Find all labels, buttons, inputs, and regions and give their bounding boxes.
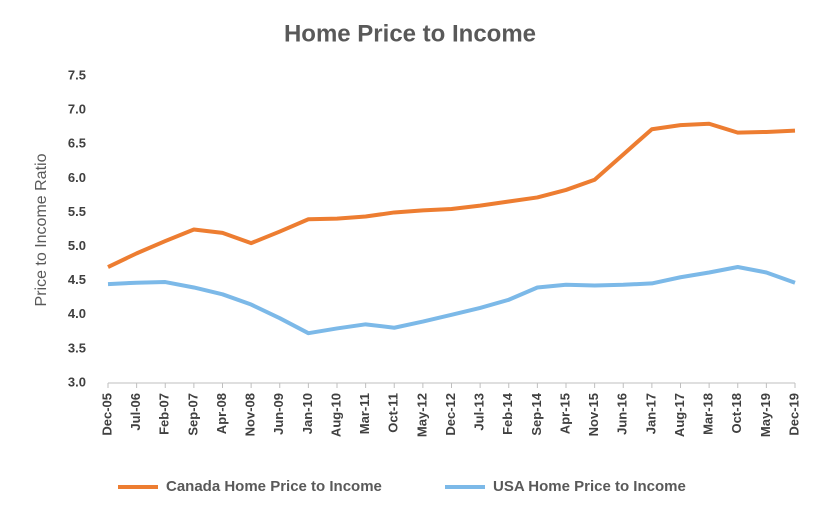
- y-tick-label: 7.5: [68, 67, 86, 82]
- x-tick-label: Aug-17: [672, 393, 687, 437]
- x-tick-label: Mar-11: [357, 393, 372, 434]
- x-tick-label: Nov-08: [243, 393, 258, 436]
- x-tick-label: Apr-08: [214, 393, 229, 434]
- series-line: [107, 265, 796, 336]
- chart-title: Home Price to Income: [284, 20, 536, 47]
- y-tick-label: 6.5: [68, 136, 86, 151]
- y-axis-label: Price to Income Ratio: [33, 153, 50, 306]
- x-tick-label: Jul-13: [472, 393, 487, 431]
- y-tick-label: 3.5: [68, 340, 86, 355]
- x-tick-label: Oct-18: [729, 393, 744, 433]
- x-tick-label: May-12: [414, 393, 429, 437]
- legend-label: Canada Home Price to Income: [166, 478, 382, 495]
- y-tick-label: 3.0: [68, 374, 86, 389]
- x-tick-label: Dec-05: [99, 393, 114, 436]
- y-tick-label: 5.5: [68, 204, 86, 219]
- x-tick-label: May-19: [758, 393, 773, 437]
- x-tick-label: Mar-18: [701, 393, 716, 435]
- y-tick-label: 4.5: [68, 272, 86, 287]
- x-tick-label: Nov-15: [586, 393, 601, 436]
- y-tick-label: 6.0: [68, 170, 86, 185]
- series-line: [107, 121, 796, 269]
- y-tick-label: 5.0: [68, 238, 86, 253]
- x-tick-label: Sep-07: [185, 393, 200, 436]
- x-tick-label: Feb-07: [157, 393, 172, 435]
- x-tick-label: Jan-17: [643, 393, 658, 434]
- x-tick-label: Dec-19: [786, 393, 801, 436]
- y-tick-label: 7.0: [68, 102, 86, 117]
- x-tick-label: Jul-06: [128, 393, 143, 431]
- x-tick-label: Oct-11: [386, 393, 401, 433]
- x-tick-label: Apr-15: [557, 393, 572, 434]
- y-tick-label: 4.0: [68, 306, 86, 321]
- x-tick-label: Jan-10: [300, 393, 315, 434]
- x-tick-label: Dec-12: [443, 393, 458, 436]
- x-tick-label: Aug-10: [328, 393, 343, 437]
- x-tick-label: Sep-14: [529, 392, 544, 435]
- x-tick-label: Jun-09: [271, 393, 286, 435]
- legend-label: USA Home Price to Income: [493, 478, 686, 495]
- x-tick-label: Jun-16: [615, 393, 630, 435]
- x-tick-label: Feb-14: [500, 392, 515, 435]
